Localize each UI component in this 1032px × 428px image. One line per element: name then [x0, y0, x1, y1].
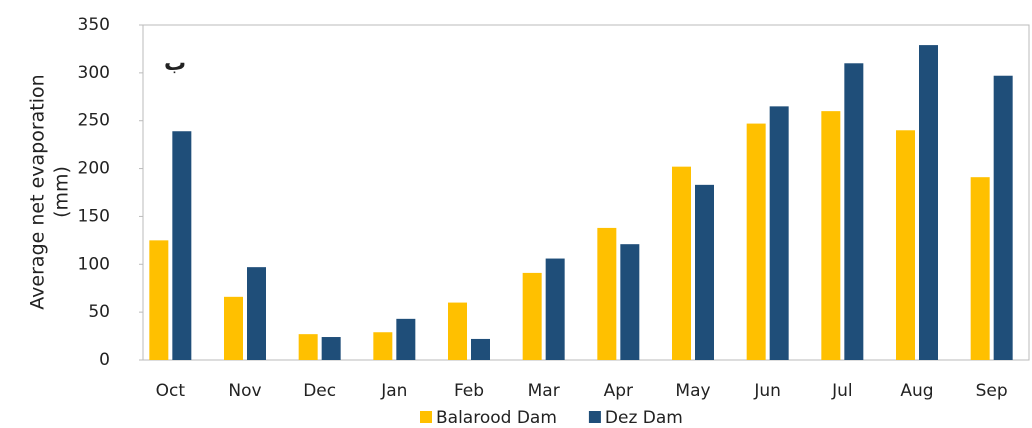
legend-swatch [420, 411, 432, 423]
x-tick-label: Oct [156, 381, 186, 401]
x-tick-label: Mar [528, 381, 560, 401]
bar [545, 258, 565, 360]
bar [844, 63, 864, 361]
legend-swatch [588, 411, 601, 423]
bar [597, 227, 617, 360]
bar [247, 267, 266, 360]
bar [522, 272, 542, 360]
bar [695, 184, 714, 360]
bar [321, 337, 341, 360]
bar [896, 130, 915, 360]
bar [373, 332, 393, 360]
bar [149, 240, 169, 360]
y-axis-label: (mm) [51, 166, 73, 218]
bar [821, 111, 841, 361]
y-axis-label: Average net evaporation [27, 74, 49, 309]
y-tick-label: 250 [78, 111, 110, 131]
legend-label: Balarood Dam [436, 408, 557, 428]
y-tick-label: 0 [99, 350, 110, 370]
bar [970, 177, 990, 360]
x-tick-label: Jul [831, 381, 853, 401]
x-tick-label: Jun [753, 381, 781, 401]
x-tick-label: Dec [303, 381, 336, 401]
bar [769, 106, 789, 360]
bar [746, 123, 766, 360]
annotation: ب [164, 51, 186, 76]
x-tick-label: Aug [900, 381, 933, 401]
bar [448, 302, 467, 360]
plot-frame [142, 24, 1030, 361]
bar [298, 334, 318, 360]
bar [672, 166, 691, 360]
x-tick-label: Feb [454, 381, 484, 401]
bar [471, 338, 490, 360]
bar [396, 318, 416, 360]
bar [224, 296, 243, 360]
x-tick-label: Apr [604, 381, 633, 401]
bar [919, 45, 938, 360]
y-tick-label: 100 [78, 254, 110, 274]
bar [620, 244, 640, 360]
x-tick-label: May [675, 381, 710, 401]
y-tick-label: 150 [78, 206, 110, 226]
legend-label: Dez Dam [605, 408, 683, 428]
y-tick-label: 50 [88, 302, 110, 322]
bar [993, 75, 1013, 360]
y-tick-label: 350 [78, 15, 110, 35]
bar [172, 131, 192, 360]
x-tick-label: Nov [228, 381, 261, 401]
y-tick-label: 300 [78, 63, 110, 83]
x-tick-label: Jan [380, 381, 407, 401]
x-tick-label: Sep [976, 381, 1008, 401]
y-tick-label: 200 [78, 159, 110, 179]
